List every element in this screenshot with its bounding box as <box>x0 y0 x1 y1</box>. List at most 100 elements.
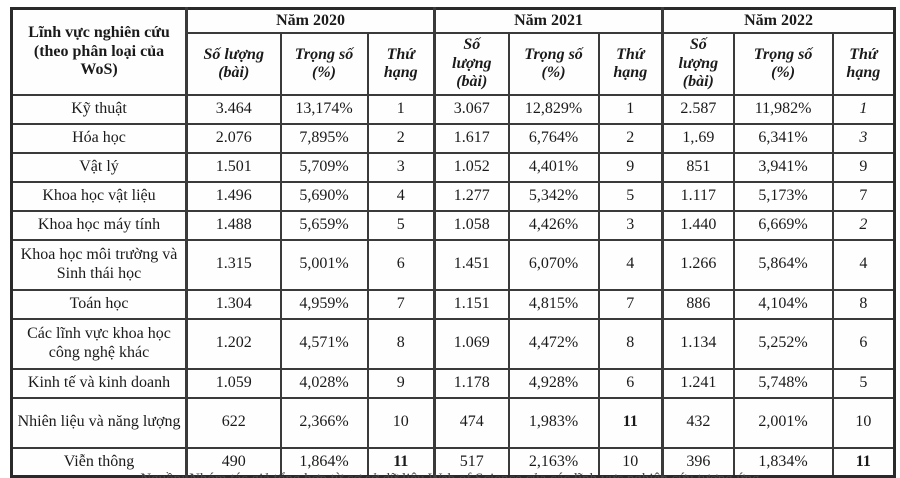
year-2022-header: Năm 2022 <box>661 7 896 35</box>
count-2021: 3.067 <box>433 93 510 125</box>
rank-2022: 11 <box>831 446 896 478</box>
weight-2022: 2,001% <box>732 396 834 449</box>
field-name: Khoa học môi trường và Sinh thái học <box>10 238 188 291</box>
count-2021: 1.069 <box>433 317 510 370</box>
table-row: Khoa học máy tính 1.488 5,659% 5 1.058 4… <box>10 209 896 241</box>
weight-2020: 4,571% <box>279 317 369 370</box>
weight-2022: 1,834% <box>732 446 834 478</box>
weight-2021: 1,983% <box>507 396 600 449</box>
weight-2020: 4,959% <box>279 288 369 320</box>
rank-2022: 4 <box>831 238 896 291</box>
rank-2021: 8 <box>597 317 664 370</box>
weight-2020: 5,709% <box>279 151 369 183</box>
weight-2022: 11,982% <box>732 93 834 125</box>
weight-2022: 4,104% <box>732 288 834 320</box>
weight-2021: 12,829% <box>507 93 600 125</box>
field-name: Viễn thông <box>10 446 188 478</box>
subheader-2021-rank: Thứ hạng <box>597 32 664 96</box>
table-row: Nhiên liệu và năng lượng 622 2,366% 10 4… <box>10 396 896 449</box>
weight-2020: 1,864% <box>279 446 369 478</box>
count-2020: 1.501 <box>185 151 282 183</box>
weight-2022: 5,173% <box>732 180 834 212</box>
rank-2021: 1 <box>597 93 664 125</box>
weight-2020: 5,690% <box>279 180 369 212</box>
rank-2020: 2 <box>366 122 436 154</box>
rank-2020: 3 <box>366 151 436 183</box>
rank-2022: 10 <box>831 396 896 449</box>
count-2021: 517 <box>433 446 510 478</box>
weight-2020: 7,895% <box>279 122 369 154</box>
count-2021: 1.451 <box>433 238 510 291</box>
subheader-2020-count: Số lượng (bài) <box>185 32 282 96</box>
rank-2022: 5 <box>831 367 896 399</box>
rank-2022: 8 <box>831 288 896 320</box>
table-row: Toán học 1.304 4,959% 7 1.151 4,815% 7 8… <box>10 288 896 320</box>
count-2022: 886 <box>661 288 735 320</box>
rank-2021: 2 <box>597 122 664 154</box>
rank-2020: 4 <box>366 180 436 212</box>
weight-2021: 6,764% <box>507 122 600 154</box>
weight-2020: 5,001% <box>279 238 369 291</box>
field-name: Hóa học <box>10 122 188 154</box>
count-2022: 432 <box>661 396 735 449</box>
count-2022: 2.587 <box>661 93 735 125</box>
count-2022: 396 <box>661 446 735 478</box>
weight-2022: 6,669% <box>732 209 834 241</box>
field-name: Khoa học vật liệu <box>10 180 188 212</box>
count-2021: 474 <box>433 396 510 449</box>
field-name: Nhiên liệu và năng lượng <box>10 396 188 449</box>
rank-2020: 1 <box>366 93 436 125</box>
subheader-2020-weight: Trọng số (%) <box>279 32 369 96</box>
table-header-subcolumn-row: Số lượng (bài) Trọng số (%) Thứ hạng Số … <box>12 32 896 96</box>
clipped-source-caption: Nguồn: Nhóm tác giả tổng hợp từ cơ sở dữ… <box>0 469 900 478</box>
rank-2020: 11 <box>366 446 436 478</box>
count-2020: 1.496 <box>185 180 282 212</box>
rank-2021: 9 <box>597 151 664 183</box>
table-row: Kỹ thuật 3.464 13,174% 1 3.067 12,829% 1… <box>10 93 896 125</box>
count-2020: 3.464 <box>185 93 282 125</box>
field-name: Toán học <box>10 288 188 320</box>
rank-2022: 2 <box>831 209 896 241</box>
count-2020: 1.202 <box>185 317 282 370</box>
count-2022: 1.117 <box>661 180 735 212</box>
year-2021-header: Năm 2021 <box>433 7 664 35</box>
table-row: Khoa học vật liệu 1.496 5,690% 4 1.277 5… <box>10 180 896 212</box>
rank-2021: 5 <box>597 180 664 212</box>
count-2021: 1.058 <box>433 209 510 241</box>
table-row: Vật lý 1.501 5,709% 3 1.052 4,401% 9 851… <box>10 151 896 183</box>
count-2020: 490 <box>185 446 282 478</box>
count-2020: 1.304 <box>185 288 282 320</box>
rank-2021: 11 <box>597 396 664 449</box>
subheader-2020-rank: Thứ hạng <box>366 32 436 96</box>
subheader-2021-weight: Trọng số (%) <box>507 32 600 96</box>
count-2021: 1.151 <box>433 288 510 320</box>
subheader-2021-count: Số lượng (bài) <box>433 32 510 96</box>
rank-2020: 10 <box>366 396 436 449</box>
weight-2022: 5,864% <box>732 238 834 291</box>
weight-2021: 4,426% <box>507 209 600 241</box>
weight-2022: 5,748% <box>732 367 834 399</box>
count-2020: 1.059 <box>185 367 282 399</box>
count-2021: 1.052 <box>433 151 510 183</box>
rank-2020: 7 <box>366 288 436 320</box>
rank-2020: 8 <box>366 317 436 370</box>
rank-2020: 6 <box>366 238 436 291</box>
count-2022: 851 <box>661 151 735 183</box>
weight-2021: 2,163% <box>507 446 600 478</box>
weight-2021: 4,472% <box>507 317 600 370</box>
year-2020-header: Năm 2020 <box>184 7 436 35</box>
field-name: Khoa học máy tính <box>10 209 188 241</box>
table-row: Khoa học môi trường và Sinh thái học 1.3… <box>10 238 896 291</box>
weight-2021: 4,815% <box>507 288 600 320</box>
weight-2021: 4,928% <box>507 367 600 399</box>
table-header-year-row: Lĩnh vực nghiên cứu (theo phân loại của … <box>10 7 896 96</box>
count-2020: 1.488 <box>185 209 282 241</box>
count-2020: 1.315 <box>185 238 282 291</box>
table-row: Viễn thông 490 1,864% 11 517 2,163% 10 3… <box>10 446 896 478</box>
count-2020: 622 <box>185 396 282 449</box>
weight-2021: 5,342% <box>507 180 600 212</box>
weight-2021: 4,401% <box>507 151 600 183</box>
rank-2022: 7 <box>831 180 896 212</box>
field-name: Kinh tế và kinh doanh <box>10 367 188 399</box>
